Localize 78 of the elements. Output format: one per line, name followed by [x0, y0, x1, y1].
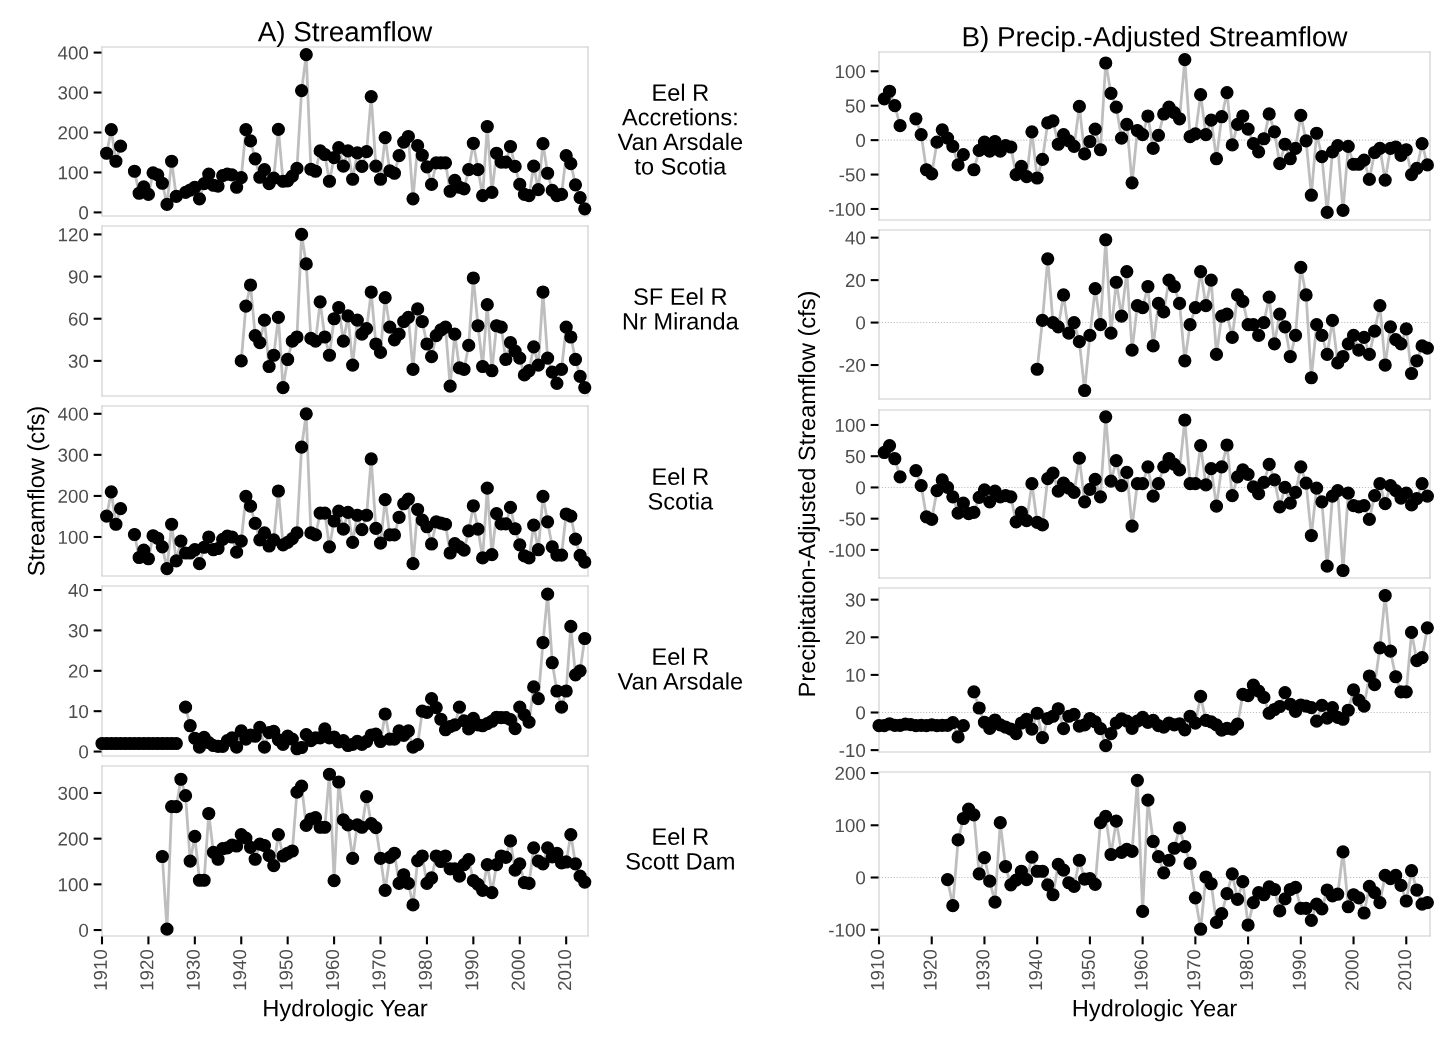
- x-tick-label: 1990: [465, 949, 479, 990]
- y-tick-label: 200: [58, 126, 89, 140]
- y-tick-label: 300: [58, 448, 89, 462]
- y-tick-label: -50: [839, 512, 866, 526]
- y-tick-label: 100: [58, 530, 89, 544]
- y-tick-label: 200: [58, 832, 89, 846]
- x-tick-label: 2000: [1345, 949, 1359, 990]
- x-tick-label: 1950: [1081, 949, 1095, 990]
- x-tick-label: 1920: [923, 949, 937, 990]
- y-tick-label: -100: [829, 543, 866, 557]
- x-tick-label: 1930: [186, 949, 200, 990]
- y-tick-label: -50: [839, 168, 866, 182]
- x-tick-label: 1910: [870, 949, 885, 990]
- x-tick-label: 2010: [1398, 949, 1412, 990]
- x-tick-label: 1960: [1134, 949, 1148, 990]
- y-tick-label: 0: [79, 206, 89, 220]
- y-tick-label: 100: [58, 878, 89, 892]
- text: SF Eel R Nr Miranda: [623, 287, 739, 330]
- x-tick-label: 1990: [1292, 949, 1306, 990]
- y-tick-label: 100: [835, 818, 866, 833]
- x-tick-label: 1940: [233, 949, 247, 990]
- y-tick-label: -100: [829, 923, 866, 937]
- y-axis-title: Streamflow (cfs): [27, 407, 50, 576]
- y-tick-label: 40: [68, 583, 89, 598]
- x-tick-label: 1930: [976, 949, 990, 990]
- x-axis-title: Hydrologic Year: [264, 999, 428, 1022]
- y-tick-label: 0: [856, 133, 866, 148]
- y-tick-label: -10: [839, 743, 866, 758]
- y-tick-label: 0: [79, 923, 89, 938]
- y-tick-label: 0: [79, 745, 89, 759]
- x-axis-title: Hydrologic Year: [1073, 999, 1237, 1022]
- y-tick-label: 120: [58, 228, 89, 242]
- y-tick-label: 60: [68, 312, 89, 326]
- x-tick-label: 1910: [93, 949, 108, 990]
- text: Eel R Accretions: Van Arsdale to Scotia: [617, 83, 743, 175]
- text: Eel R Van Arsdale: [617, 647, 743, 690]
- y-tick-label: 50: [845, 99, 866, 113]
- y-tick-label: 50: [845, 449, 866, 464]
- y-tick-label: 0: [856, 316, 866, 330]
- y-tick-label: -100: [829, 202, 866, 216]
- x-tick-label: 2010: [557, 949, 572, 990]
- y-tick-label: 100: [835, 418, 866, 432]
- y-tick-label: 40: [845, 231, 866, 245]
- y-tick-label: 10: [69, 704, 89, 719]
- y-tick-label: 200: [835, 766, 866, 781]
- y-tick-label: 300: [58, 786, 89, 800]
- y-tick-label: 0: [856, 481, 866, 495]
- y-tick-label: 30: [68, 624, 89, 638]
- x-tick-label: 1950: [279, 949, 293, 990]
- chart-title: B) Precip.-Adjusted Streamflow: [963, 26, 1348, 52]
- y-tick-label: 200: [58, 489, 89, 503]
- y-tick-label: 400: [57, 407, 89, 421]
- y-tick-label: 300: [58, 86, 89, 100]
- x-tick-label: 1970: [1187, 949, 1201, 990]
- x-tick-label: 2000: [511, 949, 525, 990]
- y-tick-label: 0: [856, 871, 866, 885]
- y-tick-label: 30: [845, 593, 866, 607]
- y-tick-label: 10: [846, 668, 866, 682]
- x-tick-label: 1940: [1028, 949, 1043, 990]
- y-tick-label: 90: [68, 270, 89, 284]
- y-tick-label: 400: [57, 46, 89, 60]
- text: Eel R Scott Dam: [626, 827, 734, 870]
- text: Eel R Scotia: [648, 467, 714, 510]
- x-tick-label: 1980: [1239, 949, 1254, 990]
- y-tick-label: 20: [68, 664, 89, 678]
- x-tick-label: 1970: [372, 949, 386, 990]
- chart-title: A) Streamflow: [257, 21, 433, 47]
- x-tick-label: 1920: [140, 949, 154, 990]
- y-axis-title: Precipitation-Adjusted Streamflow (cfs): [797, 292, 820, 696]
- y-tick-label: 20: [845, 630, 866, 645]
- y-tick-label: -20: [839, 358, 866, 373]
- y-tick-label: 0: [856, 706, 866, 720]
- y-tick-label: 30: [68, 354, 89, 368]
- y-tick-label: 20: [845, 273, 866, 288]
- x-tick-label: 1960: [325, 949, 340, 990]
- x-tick-label: 1980: [418, 949, 432, 990]
- y-tick-label: 100: [835, 64, 866, 79]
- y-tick-label: 100: [58, 166, 89, 180]
